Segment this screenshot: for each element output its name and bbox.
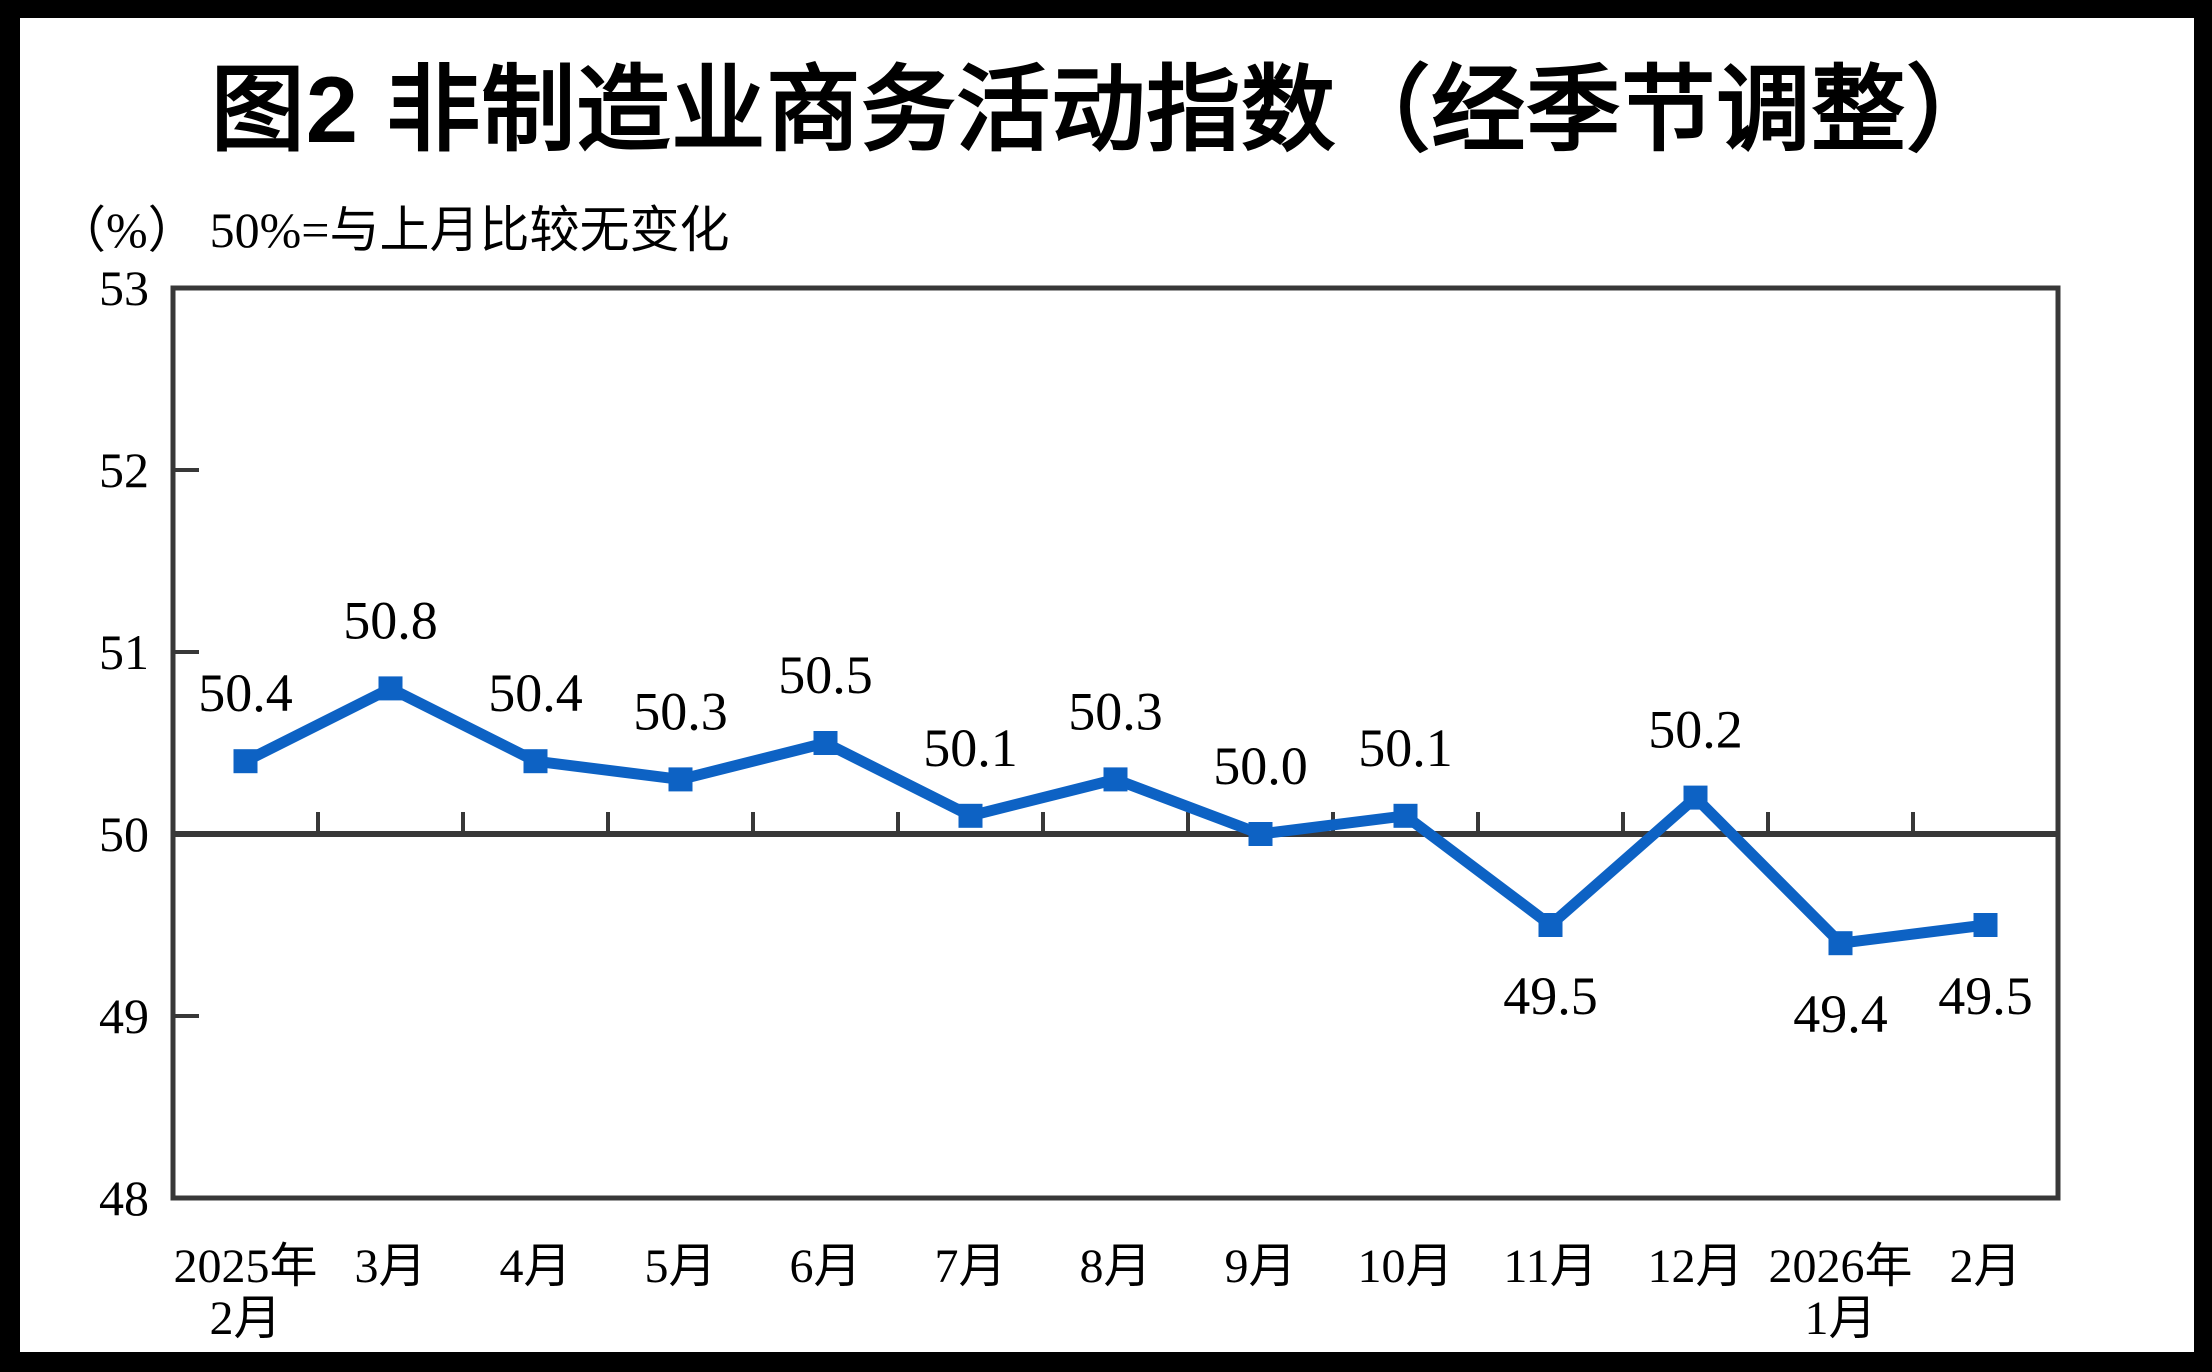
data-point-marker: [1828, 931, 1853, 956]
data-label: 50.0: [1213, 736, 1308, 796]
x-tick-label: 2月: [1949, 1240, 2021, 1293]
data-point-marker: [1973, 913, 1998, 937]
x-tick-label: 7月: [934, 1240, 1006, 1293]
data-point-marker: [1393, 803, 1418, 828]
x-tick-label: 4月: [499, 1240, 571, 1293]
y-axis-unit-label: （%）: [56, 202, 198, 258]
y-tick-label: 52: [99, 442, 149, 498]
y-tick-label: 50: [99, 806, 149, 862]
x-tick-label: 8月: [1079, 1240, 1151, 1293]
x-tick-label: 2月: [209, 1292, 281, 1345]
data-label: 50.4: [488, 663, 583, 723]
data-label: 49.5: [1938, 966, 2033, 1026]
data-point-marker: [523, 749, 548, 774]
reference-line-note: 50%=与上月比较无变化: [209, 202, 730, 258]
data-label: 50.1: [1358, 718, 1453, 778]
x-tick-label: 5月: [644, 1240, 716, 1293]
data-point-marker: [233, 749, 258, 774]
data-label: 50.1: [923, 718, 1018, 778]
y-tick-label: 53: [99, 260, 149, 316]
data-point-marker: [378, 676, 403, 701]
x-tick-label: 11月: [1503, 1240, 1597, 1293]
data-label: 50.4: [198, 663, 293, 723]
data-point-marker: [668, 767, 693, 792]
y-tick-label: 51: [99, 624, 149, 680]
x-tick-label: 3月: [354, 1240, 426, 1293]
data-label: 49.4: [1793, 984, 1888, 1044]
x-tick-label: 1月: [1804, 1292, 1876, 1345]
x-tick-label: 9月: [1224, 1240, 1296, 1293]
data-point-marker: [1248, 822, 1273, 846]
data-point-marker: [1538, 913, 1563, 937]
axis-note: （%） 50%=与上月比较无变化: [56, 190, 730, 262]
x-tick-label: 12月: [1647, 1240, 1743, 1293]
chart-title: 图2 非制造业商务活动指数（经季节调整）: [210, 57, 2002, 162]
data-label: 50.5: [778, 645, 873, 705]
data-point-marker: [1103, 767, 1128, 792]
x-tick-label: 2025年: [173, 1240, 317, 1293]
data-point-marker: [813, 731, 838, 755]
data-label: 50.3: [633, 681, 728, 741]
data-label: 50.3: [1068, 681, 1163, 741]
x-tick-label: 10月: [1357, 1240, 1453, 1293]
data-point-marker: [958, 803, 983, 828]
x-tick-label: 6月: [789, 1240, 861, 1293]
data-label: 49.5: [1503, 966, 1598, 1026]
data-label: 50.2: [1648, 700, 1743, 760]
x-tick-label: 2026年: [1768, 1240, 1912, 1293]
data-point-marker: [1683, 785, 1708, 810]
data-label: 50.8: [343, 590, 438, 650]
y-tick-label: 48: [99, 1170, 149, 1226]
plot-border: [170, 285, 2061, 1201]
y-tick-label: 49: [99, 988, 149, 1044]
